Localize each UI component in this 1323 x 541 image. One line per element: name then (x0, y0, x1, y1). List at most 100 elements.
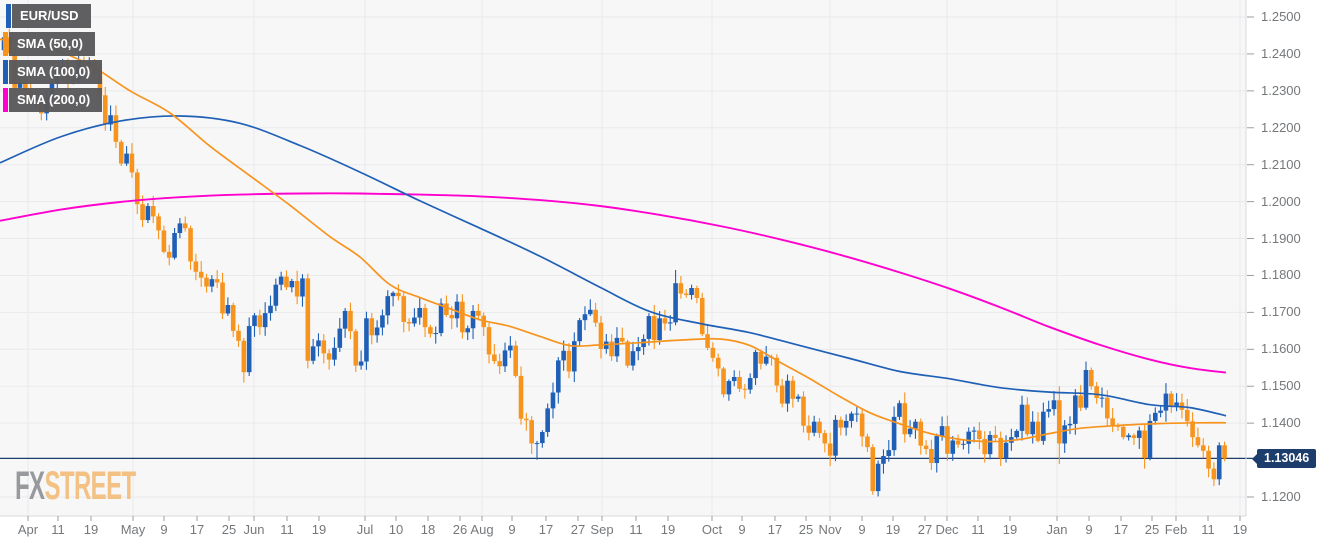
candle-body (1163, 393, 1169, 411)
candle-body (1025, 404, 1030, 435)
candle-body (1041, 411, 1046, 441)
candle-body (1019, 404, 1025, 431)
candle-body (897, 403, 902, 417)
candle-body (619, 337, 625, 342)
candle-body (412, 317, 417, 324)
candle-body (401, 296, 407, 322)
candle-body (1190, 421, 1195, 438)
fxstreet-watermark: FXSTREET (15, 464, 136, 509)
candle-body (1152, 412, 1158, 421)
candle-body (545, 408, 550, 433)
candle-body (550, 392, 556, 409)
candle-body (353, 331, 359, 366)
candle-body (150, 206, 156, 217)
candle-body (902, 403, 908, 435)
candle-body (1035, 421, 1041, 441)
candle-body (1089, 369, 1094, 387)
symbol-color-chip (6, 4, 11, 28)
y-axis-label: 1.2400 (1261, 45, 1301, 61)
candle-body (1099, 397, 1105, 399)
x-axis-label: 11 (971, 522, 985, 537)
candle-body (492, 354, 497, 362)
sma100-color-chip (3, 60, 8, 84)
candle-body (950, 440, 956, 454)
candle-body (705, 334, 710, 348)
candle-body (230, 305, 236, 331)
candle-body (273, 284, 279, 306)
x-axis-label: 18 (420, 522, 436, 537)
candle-body (513, 345, 518, 376)
x-axis-label: 27 (917, 522, 933, 537)
candle-body (524, 418, 529, 421)
candle-body (145, 206, 151, 221)
x-axis-label: 11 (629, 522, 643, 537)
x-axis-label: Nov (818, 522, 842, 537)
candle-body (156, 216, 161, 231)
candle-body (225, 305, 231, 314)
candle-body (460, 301, 465, 333)
candle-body (971, 430, 977, 432)
candle-body (843, 420, 849, 428)
chart-legend: EUR/USD SMA (50,0) SMA (100,0) SMA (200,… (3, 4, 103, 116)
x-axis-label: 19 (660, 522, 676, 537)
candle-body (124, 153, 129, 164)
candle-body (667, 322, 673, 324)
candle-body (1003, 442, 1009, 459)
candle-body (918, 421, 924, 446)
x-axis-label: 9 (738, 522, 746, 537)
x-axis-label: 11 (51, 522, 65, 537)
x-axis-label: 9 (160, 522, 168, 537)
candle-body (102, 95, 108, 125)
candle-body (822, 433, 828, 444)
candle-body (923, 445, 929, 449)
candle-body (268, 305, 273, 314)
candle-body (726, 381, 732, 395)
legend-item-sma100[interactable]: SMA (100,0) (3, 60, 103, 84)
candle-body (678, 283, 684, 294)
x-axis-label: 19 (885, 522, 901, 537)
y-axis-label: 1.2000 (1261, 193, 1301, 209)
symbol-label: EUR/USD (12, 4, 91, 28)
candle-body (683, 293, 689, 296)
legend-item-sma200[interactable]: SMA (200,0) (3, 88, 103, 112)
candle-body (97, 74, 103, 96)
candle-body (140, 204, 145, 221)
candle-body (577, 320, 582, 342)
candle-body (998, 437, 1004, 459)
candle-body (422, 307, 428, 328)
x-axis-label: Jun (243, 522, 265, 537)
candle-body (673, 283, 678, 323)
candle-body (134, 172, 140, 205)
sma100-label: SMA (100,0) (9, 60, 103, 84)
y-axis-label: 1.1800 (1261, 267, 1301, 283)
candle-body (614, 337, 620, 357)
sma-line-SMA1000 (0, 115, 1227, 417)
candle-body (1078, 395, 1083, 408)
candle-body (753, 351, 758, 379)
candle-body (566, 350, 572, 372)
candle-body (646, 316, 652, 339)
candle-body (449, 314, 455, 319)
x-axis-label: Aug (470, 522, 494, 537)
candle-body (23, 81, 28, 91)
legend-item-sma50[interactable]: SMA (50,0) (3, 32, 102, 56)
candle-body (540, 432, 545, 444)
candle-body (166, 251, 172, 258)
candle-body (817, 421, 822, 434)
x-axis-label: 19 (83, 522, 99, 537)
legend-item-symbol[interactable]: EUR/USD (6, 4, 102, 28)
x-axis-label: 27 (570, 522, 586, 537)
x-axis-label: 9 (858, 522, 866, 537)
candle-body (795, 396, 801, 399)
candle-body (214, 279, 220, 283)
candle-body (337, 328, 343, 348)
candle-body (262, 313, 268, 328)
candle-body (1222, 445, 1227, 459)
x-axis-label: 11 (1201, 522, 1215, 537)
candle-body (833, 419, 838, 456)
x-axis-label: 9 (1085, 522, 1093, 537)
candle-body (374, 327, 380, 336)
candle-body (742, 388, 748, 390)
candle-body (1195, 437, 1201, 446)
